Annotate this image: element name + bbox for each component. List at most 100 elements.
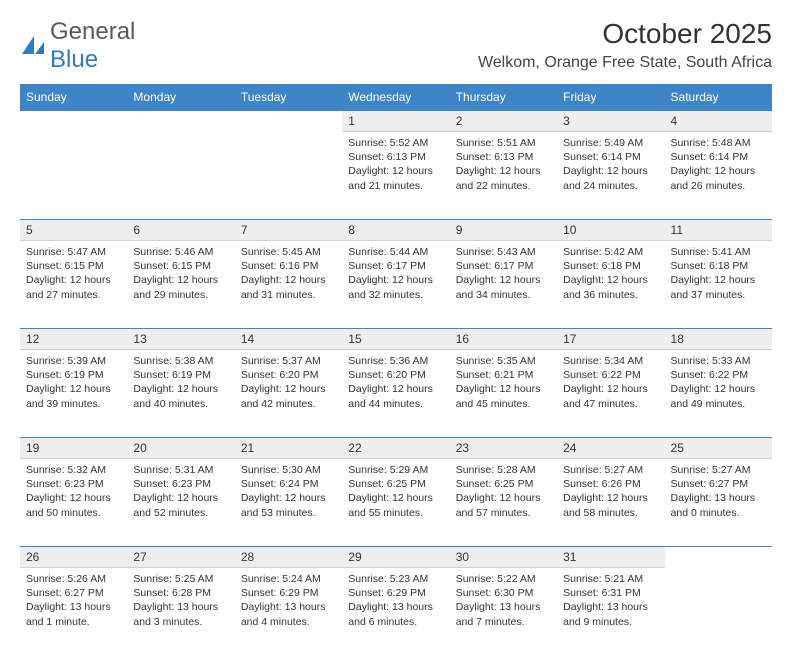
day-cell: Sunrise: 5:28 AMSunset: 6:25 PMDaylight:… xyxy=(450,459,557,547)
day-number: 24 xyxy=(557,438,664,459)
day-cell: Sunrise: 5:30 AMSunset: 6:24 PMDaylight:… xyxy=(235,459,342,547)
weekday-header: Sunday xyxy=(20,84,127,111)
day-number: 13 xyxy=(127,329,234,350)
day-content-row: Sunrise: 5:39 AMSunset: 6:19 PMDaylight:… xyxy=(20,350,772,438)
day-number: 27 xyxy=(127,547,234,568)
day-number: 3 xyxy=(557,111,664,132)
day-cell: Sunrise: 5:33 AMSunset: 6:22 PMDaylight:… xyxy=(665,350,772,438)
day-details: Sunrise: 5:33 AMSunset: 6:22 PMDaylight:… xyxy=(665,350,772,419)
day-number-row: 19202122232425 xyxy=(20,438,772,459)
day-details: Sunrise: 5:25 AMSunset: 6:28 PMDaylight:… xyxy=(127,568,234,637)
day-number xyxy=(127,111,234,132)
day-cell xyxy=(127,132,234,220)
day-cell: Sunrise: 5:44 AMSunset: 6:17 PMDaylight:… xyxy=(342,241,449,329)
day-details: Sunrise: 5:43 AMSunset: 6:17 PMDaylight:… xyxy=(450,241,557,310)
day-number: 30 xyxy=(450,547,557,568)
day-details: Sunrise: 5:34 AMSunset: 6:22 PMDaylight:… xyxy=(557,350,664,419)
day-number: 4 xyxy=(665,111,772,132)
day-number: 23 xyxy=(450,438,557,459)
day-details: Sunrise: 5:35 AMSunset: 6:21 PMDaylight:… xyxy=(450,350,557,419)
day-details: Sunrise: 5:41 AMSunset: 6:18 PMDaylight:… xyxy=(665,241,772,310)
day-number: 10 xyxy=(557,220,664,241)
day-details: Sunrise: 5:27 AMSunset: 6:26 PMDaylight:… xyxy=(557,459,664,528)
day-cell: Sunrise: 5:46 AMSunset: 6:15 PMDaylight:… xyxy=(127,241,234,329)
day-number: 11 xyxy=(665,220,772,241)
location: Welkom, Orange Free State, South Africa xyxy=(478,54,772,72)
day-details: Sunrise: 5:45 AMSunset: 6:16 PMDaylight:… xyxy=(235,241,342,310)
day-number: 19 xyxy=(20,438,127,459)
day-details: Sunrise: 5:30 AMSunset: 6:24 PMDaylight:… xyxy=(235,459,342,528)
day-cell: Sunrise: 5:27 AMSunset: 6:26 PMDaylight:… xyxy=(557,459,664,547)
day-cell: Sunrise: 5:52 AMSunset: 6:13 PMDaylight:… xyxy=(342,132,449,220)
day-cell: Sunrise: 5:38 AMSunset: 6:19 PMDaylight:… xyxy=(127,350,234,438)
sail-icon xyxy=(20,34,46,59)
weekday-header: Monday xyxy=(127,84,234,111)
day-number xyxy=(665,547,772,568)
day-details: Sunrise: 5:46 AMSunset: 6:15 PMDaylight:… xyxy=(127,241,234,310)
day-number: 18 xyxy=(665,329,772,350)
day-number: 8 xyxy=(342,220,449,241)
header: General Blue October 2025 Welkom, Orange… xyxy=(20,18,772,74)
day-number: 6 xyxy=(127,220,234,241)
day-cell: Sunrise: 5:47 AMSunset: 6:15 PMDaylight:… xyxy=(20,241,127,329)
day-details: Sunrise: 5:38 AMSunset: 6:19 PMDaylight:… xyxy=(127,350,234,419)
day-cell: Sunrise: 5:45 AMSunset: 6:16 PMDaylight:… xyxy=(235,241,342,329)
day-cell: Sunrise: 5:39 AMSunset: 6:19 PMDaylight:… xyxy=(20,350,127,438)
day-cell: Sunrise: 5:49 AMSunset: 6:14 PMDaylight:… xyxy=(557,132,664,220)
day-number xyxy=(20,111,127,132)
day-cell: Sunrise: 5:31 AMSunset: 6:23 PMDaylight:… xyxy=(127,459,234,547)
day-number: 31 xyxy=(557,547,664,568)
day-number: 29 xyxy=(342,547,449,568)
weekday-header-row: Sunday Monday Tuesday Wednesday Thursday… xyxy=(20,84,772,111)
day-content-row: Sunrise: 5:52 AMSunset: 6:13 PMDaylight:… xyxy=(20,132,772,220)
day-details: Sunrise: 5:32 AMSunset: 6:23 PMDaylight:… xyxy=(20,459,127,528)
day-details: Sunrise: 5:22 AMSunset: 6:30 PMDaylight:… xyxy=(450,568,557,637)
day-number: 9 xyxy=(450,220,557,241)
day-content-row: Sunrise: 5:47 AMSunset: 6:15 PMDaylight:… xyxy=(20,241,772,329)
day-cell: Sunrise: 5:29 AMSunset: 6:25 PMDaylight:… xyxy=(342,459,449,547)
day-details: Sunrise: 5:36 AMSunset: 6:20 PMDaylight:… xyxy=(342,350,449,419)
day-details: Sunrise: 5:51 AMSunset: 6:13 PMDaylight:… xyxy=(450,132,557,201)
day-cell xyxy=(235,132,342,220)
day-number-row: 12131415161718 xyxy=(20,329,772,350)
day-cell: Sunrise: 5:27 AMSunset: 6:27 PMDaylight:… xyxy=(665,459,772,547)
day-details: Sunrise: 5:44 AMSunset: 6:17 PMDaylight:… xyxy=(342,241,449,310)
day-number: 26 xyxy=(20,547,127,568)
brand-text-1: General xyxy=(50,18,135,45)
day-cell: Sunrise: 5:48 AMSunset: 6:14 PMDaylight:… xyxy=(665,132,772,220)
brand-text: General Blue xyxy=(50,18,135,74)
day-number-row: 262728293031 xyxy=(20,547,772,568)
day-number: 20 xyxy=(127,438,234,459)
day-details: Sunrise: 5:27 AMSunset: 6:27 PMDaylight:… xyxy=(665,459,772,528)
day-cell: Sunrise: 5:36 AMSunset: 6:20 PMDaylight:… xyxy=(342,350,449,438)
day-number: 25 xyxy=(665,438,772,459)
day-details: Sunrise: 5:42 AMSunset: 6:18 PMDaylight:… xyxy=(557,241,664,310)
weekday-header: Saturday xyxy=(665,84,772,111)
day-number xyxy=(235,111,342,132)
day-content-row: Sunrise: 5:32 AMSunset: 6:23 PMDaylight:… xyxy=(20,459,772,547)
weekday-header: Wednesday xyxy=(342,84,449,111)
day-number: 1 xyxy=(342,111,449,132)
day-details: Sunrise: 5:21 AMSunset: 6:31 PMDaylight:… xyxy=(557,568,664,637)
day-number: 12 xyxy=(20,329,127,350)
day-number: 2 xyxy=(450,111,557,132)
day-number: 22 xyxy=(342,438,449,459)
day-cell: Sunrise: 5:41 AMSunset: 6:18 PMDaylight:… xyxy=(665,241,772,329)
brand-text-2: Blue xyxy=(50,46,98,73)
day-number: 7 xyxy=(235,220,342,241)
day-details: Sunrise: 5:39 AMSunset: 6:19 PMDaylight:… xyxy=(20,350,127,419)
day-cell: Sunrise: 5:43 AMSunset: 6:17 PMDaylight:… xyxy=(450,241,557,329)
page-title: October 2025 xyxy=(478,18,772,50)
day-cell: Sunrise: 5:42 AMSunset: 6:18 PMDaylight:… xyxy=(557,241,664,329)
day-details: Sunrise: 5:26 AMSunset: 6:27 PMDaylight:… xyxy=(20,568,127,637)
day-number: 16 xyxy=(450,329,557,350)
day-details: Sunrise: 5:23 AMSunset: 6:29 PMDaylight:… xyxy=(342,568,449,637)
day-number: 28 xyxy=(235,547,342,568)
day-cell: Sunrise: 5:32 AMSunset: 6:23 PMDaylight:… xyxy=(20,459,127,547)
calendar-table: Sunday Monday Tuesday Wednesday Thursday… xyxy=(20,84,772,656)
day-number: 15 xyxy=(342,329,449,350)
weekday-header: Friday xyxy=(557,84,664,111)
weekday-header: Thursday xyxy=(450,84,557,111)
day-details: Sunrise: 5:24 AMSunset: 6:29 PMDaylight:… xyxy=(235,568,342,637)
day-details: Sunrise: 5:29 AMSunset: 6:25 PMDaylight:… xyxy=(342,459,449,528)
